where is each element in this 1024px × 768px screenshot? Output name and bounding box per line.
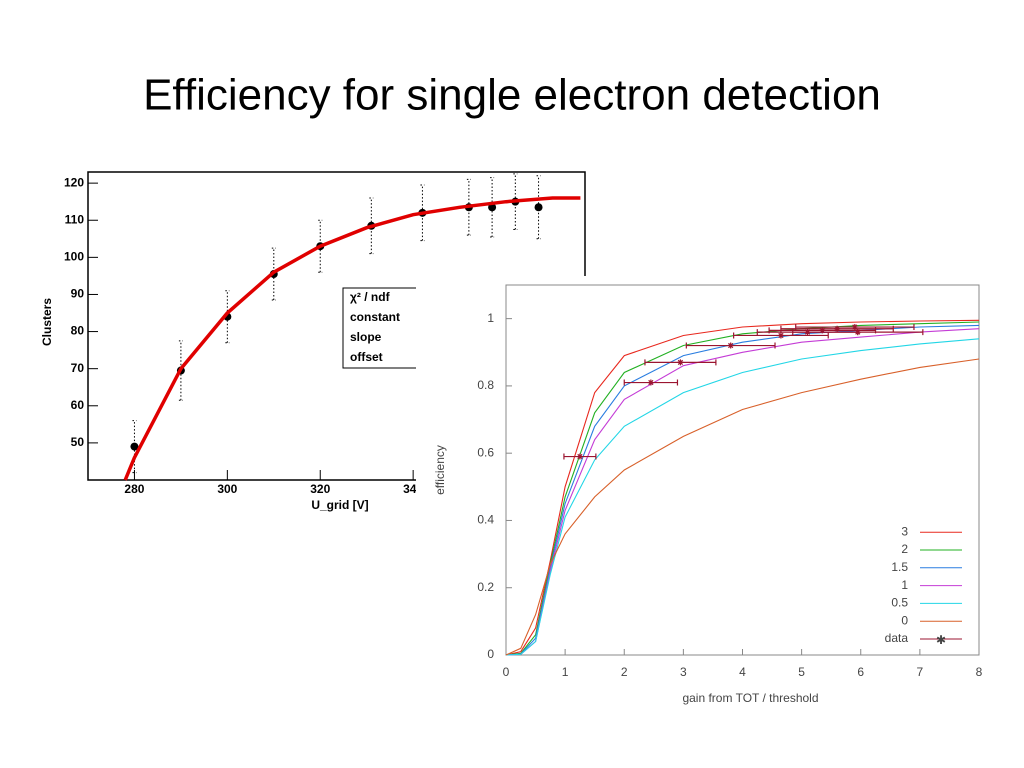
error-bar (466, 178, 471, 236)
panel (416, 276, 1016, 716)
legend-label: 0 (901, 613, 908, 627)
x-tick-label: 6 (857, 665, 864, 679)
legend-label: 2 (901, 542, 908, 556)
data-point (677, 359, 684, 366)
data-point (130, 442, 139, 451)
y-tick-label: 110 (65, 212, 85, 226)
x-axis-label: gain from TOT / threshold (682, 691, 818, 705)
y-tick-label: 0.2 (477, 580, 494, 594)
x-tick-label: 280 (124, 482, 144, 496)
x-tick-label: 1 (562, 665, 569, 679)
data-point (777, 332, 784, 339)
data-point (834, 325, 841, 332)
error-bar (513, 173, 518, 231)
y-tick-label: 1 (487, 311, 494, 325)
x-tick-label: 320 (310, 482, 330, 496)
stats-label: constant (350, 310, 400, 324)
error-bar (420, 184, 425, 242)
x-tick-label: 7 (917, 665, 924, 679)
y-tick-label: 80 (71, 324, 85, 338)
fit-line (123, 196, 581, 481)
y-tick-label: 0.4 (477, 513, 494, 527)
stats-label: offset (350, 350, 383, 364)
legend-label: 1.5 (891, 560, 908, 574)
y-axis-label: Clusters (40, 298, 54, 346)
data-point (647, 379, 654, 386)
legend-label: 3 (901, 524, 908, 538)
x-tick-label: 2 (621, 665, 628, 679)
legend-label: 1 (901, 578, 908, 592)
data-point (854, 329, 861, 336)
y-axis-label: efficiency (433, 445, 447, 495)
x-axis-label: U_grid [V] (311, 498, 368, 512)
stats-label: slope (350, 330, 382, 344)
data-point (534, 203, 543, 212)
y-tick-label: 120 (64, 175, 84, 189)
y-tick-label: 70 (71, 361, 85, 375)
error-bar (369, 197, 374, 255)
y-tick-label: 0.8 (477, 378, 494, 392)
series-line (505, 338, 980, 656)
x-tick-label: 4 (739, 665, 746, 679)
chart-efficiency: 0 0.2 0.4 0.6 0.8 1 0 1 2 3 4 5 6 7 8 gain from TOT / t… (416, 276, 1016, 716)
data-point (819, 327, 826, 334)
legend-label: data (885, 631, 909, 645)
y-tick-label: 50 (71, 435, 85, 449)
series-line (505, 319, 980, 656)
data-point (727, 342, 734, 349)
y-tick-label: 0 (487, 647, 494, 661)
data-point (576, 453, 583, 460)
legend-marker: ✱ (936, 633, 946, 647)
x-tick-label: 8 (976, 665, 983, 679)
y-tick-label: 60 (71, 398, 85, 412)
y-tick-label: 0.6 (477, 445, 494, 459)
stats-label: χ² / ndf (350, 290, 391, 304)
x-tick-label: 0 (503, 665, 510, 679)
x-tick-label: 300 (217, 482, 237, 496)
error-bar (178, 340, 183, 401)
data-point (851, 324, 858, 331)
series-line (505, 358, 980, 656)
slide-title: Efficiency for single electron detection (143, 71, 881, 120)
y-tick-label: 100 (64, 250, 84, 264)
error-bar (490, 177, 495, 238)
x-tick-label: 5 (798, 665, 805, 679)
y-tick-label: 90 (71, 287, 85, 301)
series-line (505, 321, 980, 656)
x-tick-label: 3 (680, 665, 687, 679)
legend-label: 0.5 (891, 596, 908, 610)
